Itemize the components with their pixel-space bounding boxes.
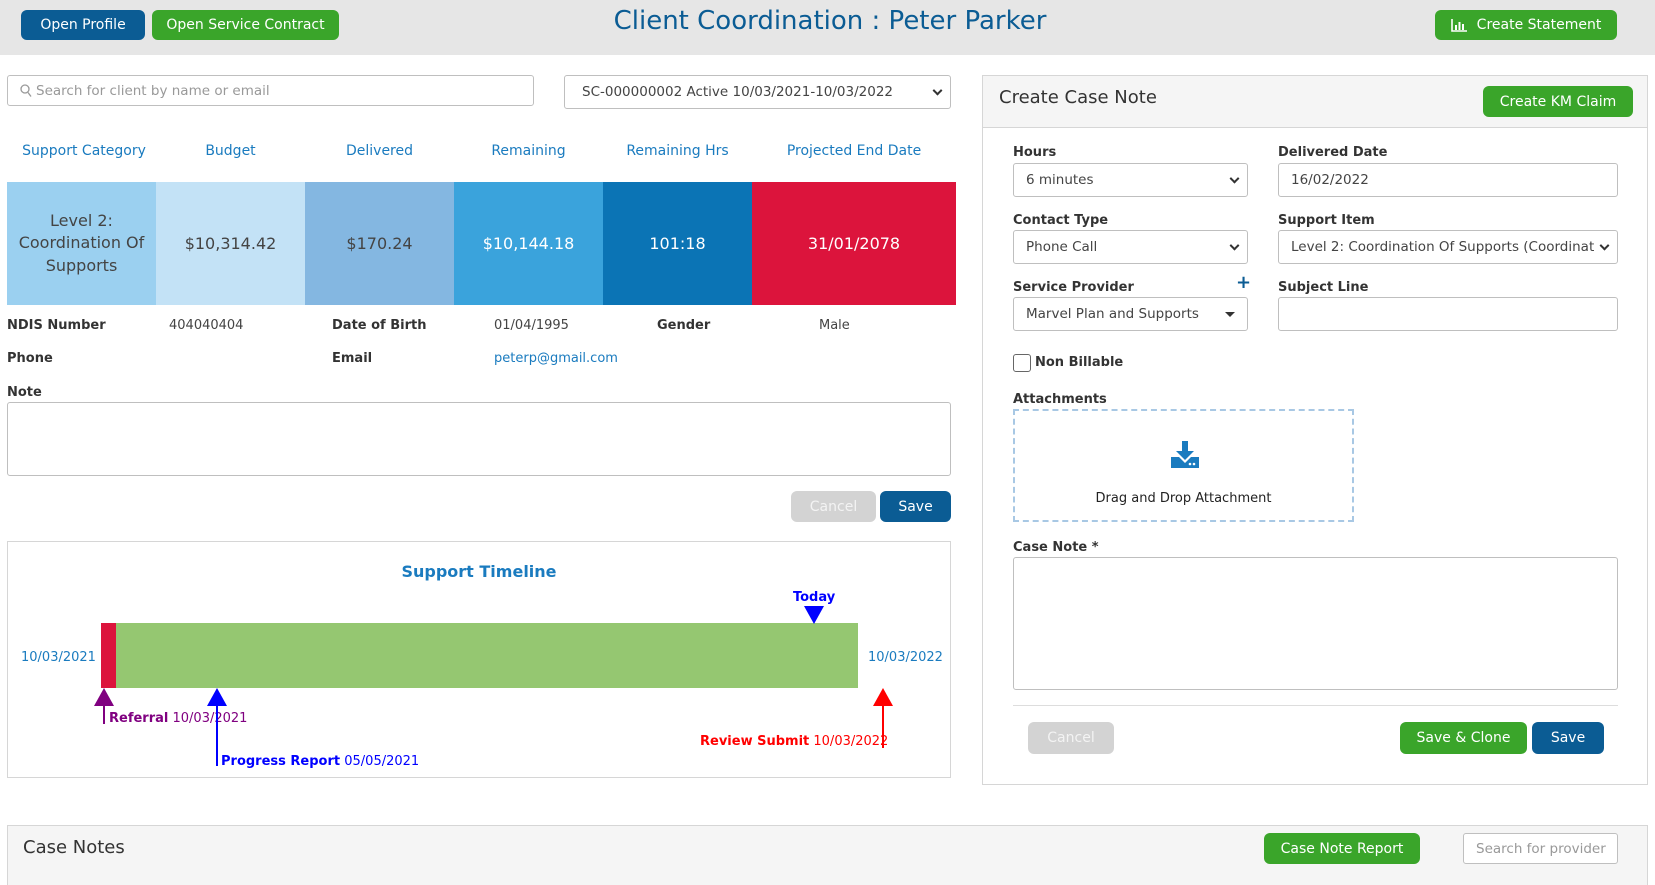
subject-line-label: Subject Line: [1278, 280, 1369, 295]
hours-value: 6 minutes: [1026, 172, 1094, 188]
attachments-label: Attachments: [1013, 392, 1107, 407]
ndis-number-label: NDIS Number: [7, 318, 106, 333]
stat-header-projected-end-date: Projected End Date: [786, 143, 922, 159]
provider-search-input[interactable]: Search for provider: [1463, 833, 1618, 864]
hours-label: Hours: [1013, 145, 1057, 160]
progress-arrow-icon: [207, 688, 227, 766]
contact-type-label: Contact Type: [1013, 213, 1109, 228]
create-km-claim-button[interactable]: Create KM Claim: [1483, 86, 1633, 117]
timeline-start-date: 10/03/2021: [21, 650, 96, 665]
attachment-dropzone[interactable]: Drag and Drop Attachment: [1013, 409, 1354, 522]
stat-delivered: $170.24: [305, 182, 454, 305]
non-billable-label: Non Billable: [1035, 355, 1124, 370]
timeline-title: Support Timeline: [401, 562, 557, 581]
phone-label: Phone: [7, 351, 53, 366]
today-label: Today: [792, 590, 836, 605]
note-cancel-button[interactable]: Cancel: [791, 491, 876, 522]
stat-header-budget: Budget: [205, 143, 256, 159]
case-note-report-button[interactable]: Case Note Report: [1264, 833, 1420, 864]
stat-header-remaining-hrs: Remaining Hrs: [626, 143, 729, 159]
chevron-down-icon: [932, 85, 943, 96]
bar-chart-icon: [1450, 18, 1467, 32]
service-contract-value: SC-000000002 Active 10/03/2021-10/03/202…: [582, 84, 894, 100]
drag-drop-text: Drag and Drop Attachment: [1095, 491, 1272, 506]
search-icon: [20, 83, 32, 98]
stat-projected-end-date: 31/01/2078: [752, 182, 956, 305]
case-note-textarea[interactable]: [1013, 557, 1618, 690]
create-statement-button[interactable]: Create Statement: [1435, 10, 1617, 40]
support-item-label: Support Item: [1278, 213, 1375, 228]
open-profile-button[interactable]: Open Profile: [21, 10, 145, 40]
support-item-select[interactable]: Level 2: Coordination Of Supports (Coord…: [1278, 230, 1618, 264]
service-provider-value: Marvel Plan and Supports: [1026, 306, 1199, 322]
referral-arrow-icon: [94, 688, 114, 724]
dob-value: 01/04/1995: [494, 318, 569, 333]
email-link[interactable]: peterp@gmail.com: [494, 351, 618, 366]
review-submit-milestone: Review Submit 10/03/2022: [700, 734, 888, 749]
progress-report-milestone: Progress Report 05/05/2021: [221, 754, 419, 769]
download-icon: [1171, 441, 1199, 468]
progress-report-date: 05/05/2021: [344, 754, 420, 769]
subject-line-input[interactable]: [1278, 297, 1618, 331]
support-timeline-panel: [7, 541, 951, 778]
open-service-contract-button[interactable]: Open Service Contract: [152, 10, 339, 40]
review-submit-date: 10/03/2022: [813, 734, 889, 749]
review-submit-label: Review Submit: [700, 734, 810, 749]
non-billable-checkbox[interactable]: [1013, 354, 1031, 372]
create-statement-label: Create Statement: [1476, 17, 1602, 33]
timeline-end-date: 10/03/2022: [868, 650, 943, 665]
support-item-value: Level 2: Coordination Of Supports (Coord…: [1291, 239, 1595, 255]
review-arrow-icon: [873, 688, 893, 748]
service-provider-select[interactable]: Marvel Plan and Supports: [1013, 297, 1248, 331]
service-provider-label: Service Provider: [1013, 280, 1134, 295]
note-label: Note: [7, 385, 42, 400]
gender-value: Male: [819, 318, 850, 333]
case-note-label: Case Note *: [1013, 540, 1099, 555]
delivered-date-label: Delivered Date: [1278, 145, 1388, 160]
case-notes-title: Case Notes: [23, 837, 125, 858]
timeline-bar: [101, 623, 858, 688]
case-note-save-button[interactable]: Save: [1532, 722, 1604, 754]
today-marker: Today: [789, 590, 839, 625]
ndis-number-value: 404040404: [169, 318, 244, 333]
stat-budget: $10,314.42: [156, 182, 305, 305]
contact-type-value: Phone Call: [1026, 239, 1098, 255]
referral-date: 10/03/2021: [172, 711, 248, 726]
progress-report-label: Progress Report: [221, 754, 341, 769]
client-search-placeholder: Search for client by name or email: [36, 82, 270, 99]
client-search-input[interactable]: Search for client by name or email: [7, 75, 534, 106]
service-contract-select[interactable]: SC-000000002 Active 10/03/2021-10/03/202…: [564, 75, 951, 109]
stat-header-support-category: Support Category: [22, 143, 146, 159]
form-divider: [1013, 705, 1618, 706]
stat-support-category: Level 2: Coordination Of Supports: [7, 182, 156, 305]
create-case-note-panel: [982, 75, 1648, 785]
case-note-cancel-button[interactable]: Cancel: [1028, 722, 1114, 754]
email-label: Email: [332, 351, 373, 366]
create-case-note-title: Create Case Note: [999, 87, 1157, 108]
note-save-button[interactable]: Save: [880, 491, 951, 522]
chevron-down-icon: [1229, 240, 1240, 251]
note-textarea[interactable]: [7, 402, 951, 476]
gender-label: Gender: [657, 318, 711, 333]
timeline-elapsed-segment: [101, 623, 117, 688]
stat-remaining: $10,144.18: [454, 182, 603, 305]
dob-label: Date of Birth: [332, 318, 427, 333]
stat-header-delivered: Delivered: [345, 143, 414, 159]
chevron-down-icon: [1229, 173, 1240, 184]
referral-label: Referral: [109, 711, 169, 726]
page-title: Client Coordination : Peter Parker: [613, 6, 1047, 36]
stat-remaining-hrs: 101:18: [603, 182, 752, 305]
add-provider-icon[interactable]: +: [1236, 272, 1252, 293]
contact-type-select[interactable]: Phone Call: [1013, 230, 1248, 264]
caret-down-icon: [1225, 312, 1235, 317]
hours-select[interactable]: 6 minutes: [1013, 163, 1248, 197]
save-clone-button[interactable]: Save & Clone: [1400, 722, 1527, 754]
today-arrow-icon: [804, 606, 825, 624]
chevron-down-icon: [1599, 240, 1610, 251]
referral-milestone: Referral 10/03/2021: [109, 711, 247, 726]
provider-search-placeholder: Search for provider: [1476, 840, 1606, 857]
delivered-date-input[interactable]: 16/02/2022: [1278, 163, 1618, 197]
stat-header-remaining: Remaining: [491, 143, 566, 159]
